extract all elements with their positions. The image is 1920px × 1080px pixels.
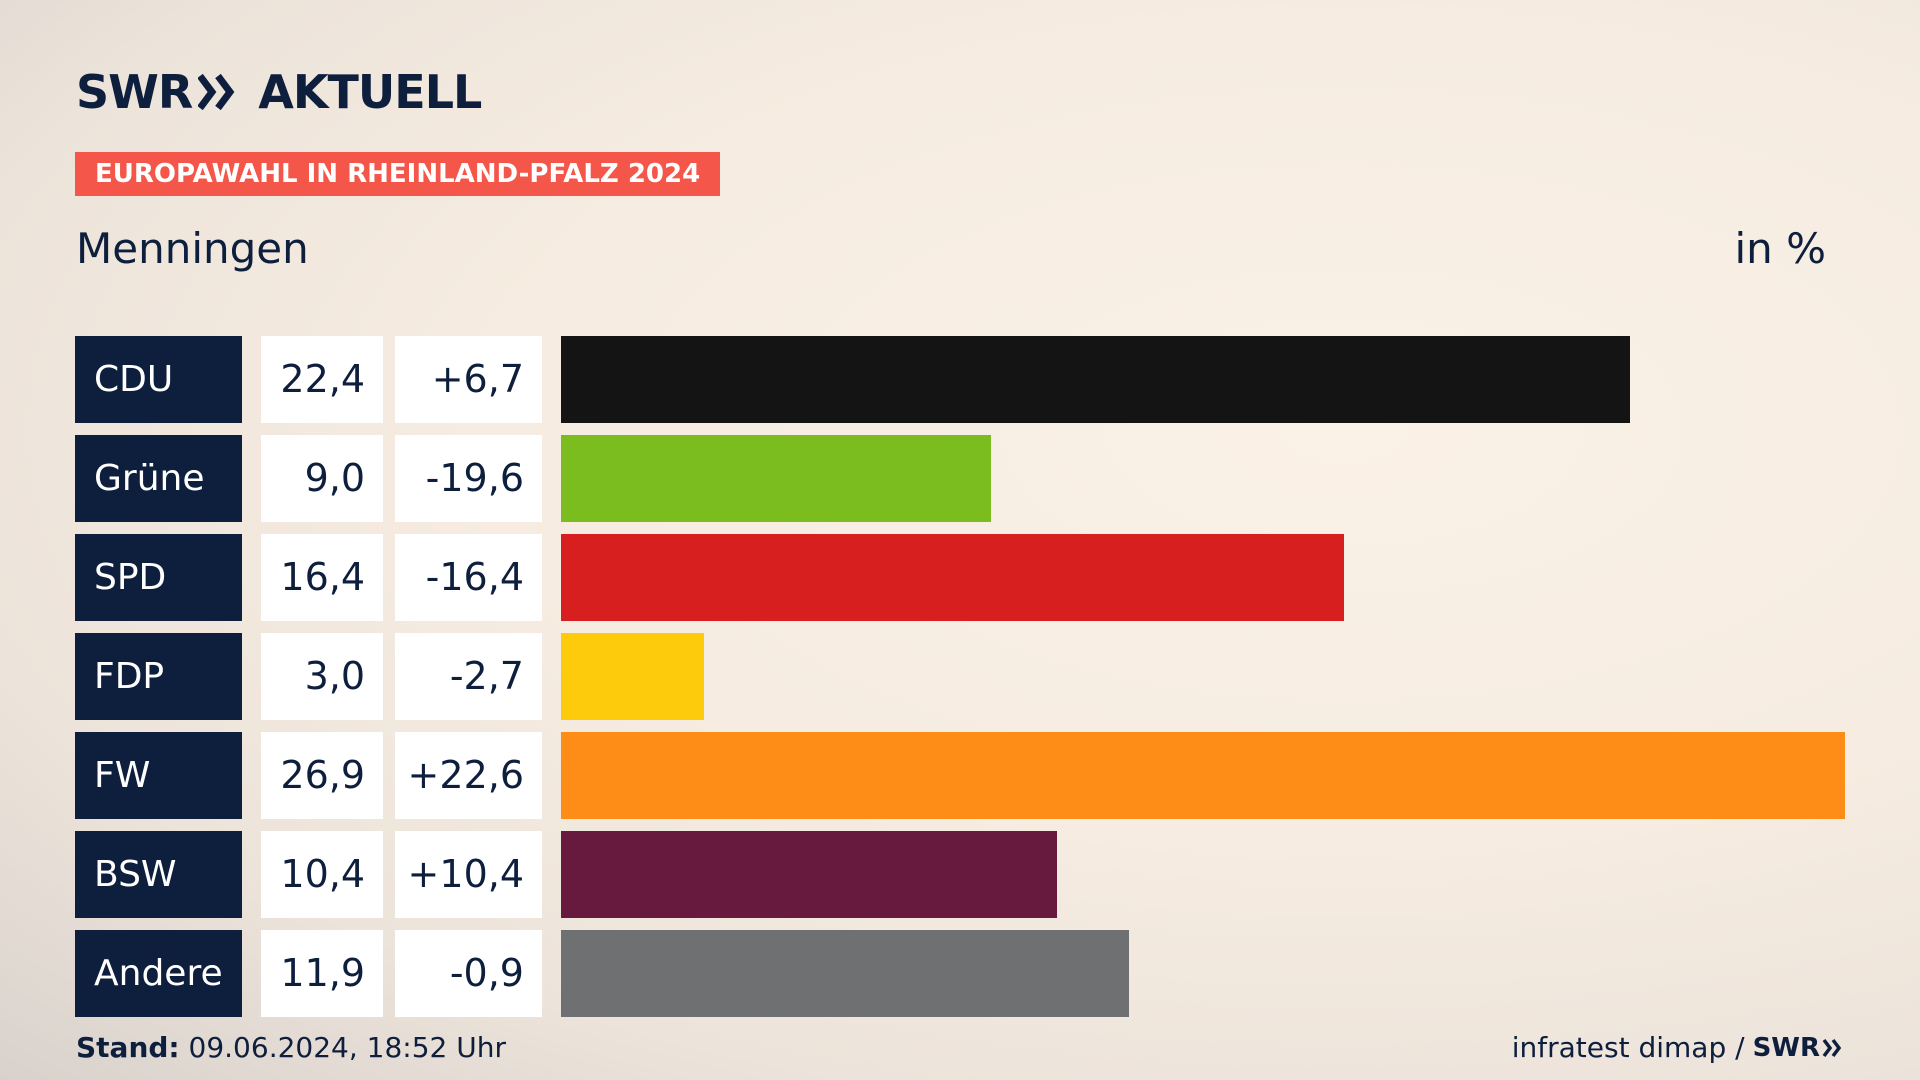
vote-share-label: 3,0: [261, 633, 383, 720]
mini-logo-text: SWR: [1752, 1033, 1820, 1063]
stand-value: 09.06.2024, 18:52 Uhr: [188, 1031, 506, 1064]
municipality-title: Menningen: [76, 224, 309, 273]
chart-row: BSW 10,4 +10,4: [75, 831, 1845, 918]
vote-share-label: 10,4: [261, 831, 383, 918]
party-label: CDU: [75, 336, 242, 423]
election-banner: EUROPAWAHL IN RHEINLAND-PFALZ 2024: [75, 152, 721, 196]
chart-row: SPD 16,4 -16,4: [75, 534, 1845, 621]
vote-share-label: 11,9: [261, 930, 383, 1017]
bar-andere: [561, 930, 1129, 1017]
party-label: Grüne: [75, 435, 242, 522]
chart-row: FDP 3,0 -2,7: [75, 633, 1845, 720]
chart-row: Grüne 9,0 -19,6: [75, 435, 1845, 522]
change-label: -0,9: [395, 930, 542, 1017]
source-credit: infratest dimap / SWR: [1512, 1030, 1844, 1066]
bar-bsw: [561, 831, 1057, 918]
logo-aktuell-text: AKTUELL: [258, 65, 482, 119]
bar-spd: [561, 534, 1344, 621]
party-label: FW: [75, 732, 242, 819]
chart-row: FW 26,9 +22,6: [75, 732, 1845, 819]
double-chevron-icon: [1822, 1038, 1842, 1058]
timestamp: Stand: 09.06.2024, 18:52 Uhr: [76, 1030, 506, 1066]
change-label: -19,6: [395, 435, 542, 522]
change-label: -2,7: [395, 633, 542, 720]
party-label: FDP: [75, 633, 242, 720]
change-label: -16,4: [395, 534, 542, 621]
bar-grüne: [561, 435, 991, 522]
party-label: BSW: [75, 831, 242, 918]
stand-label: Stand:: [76, 1031, 180, 1064]
bar-fdp: [561, 633, 704, 720]
vote-share-label: 22,4: [261, 336, 383, 423]
swr-aktuell-logo: SWR AKTUELL: [76, 64, 482, 120]
bar-fw: [561, 732, 1845, 819]
change-label: +10,4: [395, 831, 542, 918]
party-label: SPD: [75, 534, 242, 621]
source-text: infratest dimap /: [1511, 1031, 1745, 1064]
change-label: +22,6: [395, 732, 542, 819]
party-label: Andere: [75, 930, 242, 1017]
chart-row: Andere 11,9 -0,9: [75, 930, 1845, 1017]
logo-swr-text: SWR: [76, 65, 193, 119]
vote-share-label: 26,9: [261, 732, 383, 819]
chart-row: CDU 22,4 +6,7: [75, 336, 1845, 423]
vote-share-label: 9,0: [261, 435, 383, 522]
unit-label: in %: [1734, 224, 1826, 273]
vote-share-label: 16,4: [261, 534, 383, 621]
bar-cdu: [561, 336, 1630, 423]
change-label: +6,7: [395, 336, 542, 423]
double-chevron-icon: [198, 73, 235, 111]
swr-mini-logo: SWR: [1753, 1030, 1844, 1066]
